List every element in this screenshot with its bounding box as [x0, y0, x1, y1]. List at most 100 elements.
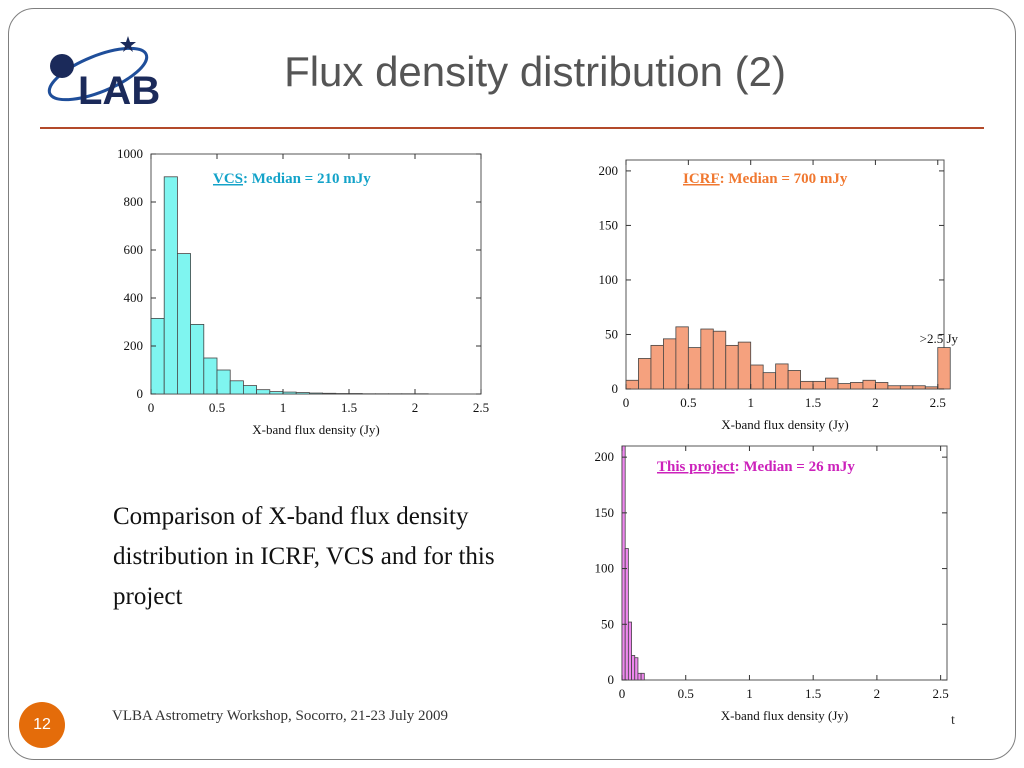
x-tick-label: 1.5: [805, 395, 821, 410]
y-tick-label: 0: [608, 672, 615, 687]
histogram-bar: [812, 380, 826, 390]
y-tick-label: 400: [124, 290, 144, 305]
x-tick-label: 2: [872, 395, 879, 410]
title-divider: [40, 127, 984, 129]
histogram-bar: [887, 385, 901, 390]
histogram-bar: [269, 391, 284, 395]
histogram-bar: [242, 385, 257, 395]
histogram-bar: [687, 347, 702, 390]
x-tick-label: 1.5: [805, 686, 821, 701]
vcs-histogram: 0 0.5 1 1.5 2 2.5 0 200 400 600 800 1000 X-band flux…: [108, 140, 503, 440]
histogram-bar: [712, 330, 727, 390]
x-tick-label: 0.5: [209, 400, 225, 415]
y-tick-label: 800: [124, 194, 144, 209]
histogram-bar: [650, 344, 664, 390]
x-tick-label: 2: [412, 400, 419, 415]
annotation-link: ICRF: [683, 171, 720, 187]
histogram-bar: [787, 370, 801, 390]
histogram-bar: [308, 392, 323, 395]
histogram-bar: [322, 392, 337, 395]
overflow-note: >2.5 Jy: [920, 331, 959, 346]
histogram-bar: [700, 328, 714, 390]
histogram-bar: [800, 380, 814, 390]
x-tick-label: 1.5: [341, 400, 357, 415]
slide-title: Flux density distribution (2): [284, 48, 786, 95]
y-tick-label: 600: [124, 242, 144, 257]
x-tick-label: 1: [280, 400, 287, 415]
median-annotation: This project: Median = 26 mJy: [657, 459, 855, 475]
x-axis-label: X-band flux density (Jy): [721, 708, 848, 723]
histogram-bar: [825, 377, 839, 390]
x-tick-label: 2.5: [930, 395, 946, 410]
annotation-text: : Median = 210 mJy: [243, 171, 371, 187]
histogram-bar: [282, 391, 297, 395]
x-tick-label: 1: [747, 395, 754, 410]
histogram-bar: [837, 383, 851, 390]
y-tick-label: 0: [612, 381, 619, 396]
histogram-bar: [675, 326, 689, 390]
histogram-bar: [762, 372, 777, 390]
histogram-bar: [640, 672, 645, 681]
histogram-bar: [637, 672, 642, 681]
histogram-bar: [850, 382, 864, 390]
histogram-bar: [750, 364, 764, 390]
histogram-bar: [256, 389, 271, 395]
y-tick-label: 150: [595, 505, 615, 520]
y-tick-label: 100: [599, 272, 619, 287]
x-tick-label: 0: [148, 400, 155, 415]
histogram-bar: [190, 323, 205, 395]
annotation-text: : Median = 26 mJy: [735, 459, 856, 475]
page-number: 12: [33, 716, 51, 733]
histogram-bar: [638, 358, 652, 390]
annotation-link: This project: [657, 459, 735, 475]
y-tick-label: 200: [124, 338, 144, 353]
x-axis-label: X-band flux density (Jy): [252, 422, 379, 437]
x-axis-label: X-band flux density (Jy): [721, 417, 848, 432]
y-tick-label: 0: [137, 386, 144, 401]
footer-text: VLBA Astrometry Workshop, Socorro, 21-23…: [112, 708, 449, 724]
annotation-text: : Median = 700 mJy: [720, 171, 848, 187]
histogram-bar: [634, 657, 639, 681]
histogram-bar: [216, 369, 231, 395]
histogram-bar: [924, 386, 939, 390]
x-tick-label: 0.5: [680, 395, 696, 410]
y-tick-label: 200: [595, 449, 615, 464]
histogram-bar: [725, 344, 739, 390]
histogram-bar: [621, 445, 626, 681]
page-number-badge: 12: [19, 702, 65, 748]
y-tick-label: 50: [605, 326, 618, 341]
histogram-bar: [177, 253, 192, 395]
comparison-caption: Comparison of X-band flux density distri…: [113, 503, 495, 610]
histogram-bar: [229, 380, 244, 395]
histogram-bar: [163, 176, 178, 395]
median-annotation: ICRF: Median = 700 mJy: [683, 171, 848, 187]
plot-area: [150, 153, 482, 395]
histogram-bar: [737, 341, 752, 390]
y-tick-label: 100: [595, 561, 615, 576]
this-project-histogram: 0 0.5 1 1.5 2 2.5 0 50 100 150 200 X-band flux dens…: [582, 442, 957, 732]
histogram-bar: [295, 392, 310, 395]
y-tick-label: 150: [599, 217, 619, 232]
histogram-bar: [631, 655, 636, 681]
lab-logo: LAB: [47, 36, 160, 113]
y-tick-label: 200: [599, 163, 619, 178]
x-tick-label: 2.5: [473, 400, 489, 415]
histogram-bar: [663, 338, 677, 390]
svg-text:LAB: LAB: [78, 69, 160, 113]
histogram-bar: [875, 382, 889, 390]
stray-character: t: [951, 713, 955, 728]
y-tick-label: 50: [601, 616, 614, 631]
x-tick-label: 0: [623, 395, 630, 410]
histogram-bar: [627, 621, 632, 681]
histogram-bar: [625, 379, 639, 390]
histogram-bar: [862, 379, 876, 390]
histogram-bar: [150, 317, 165, 395]
histogram-bar: [775, 363, 789, 390]
histogram-bar: [203, 357, 218, 395]
x-tick-label: 2: [874, 686, 881, 701]
plot-area: [621, 445, 948, 681]
x-tick-label: 1: [746, 686, 753, 701]
x-tick-label: 0: [619, 686, 626, 701]
histogram-bar: [912, 385, 926, 390]
plot-area: [625, 159, 945, 390]
